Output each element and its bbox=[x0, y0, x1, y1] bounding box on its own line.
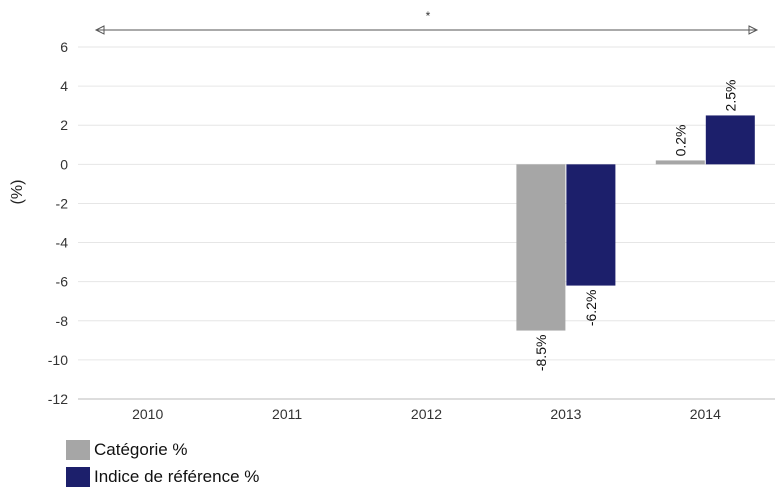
bar bbox=[705, 115, 755, 165]
x-tick-label: 2013 bbox=[550, 406, 581, 422]
y-tick-label: 4 bbox=[60, 78, 68, 94]
x-tick-label: 2012 bbox=[411, 406, 442, 422]
bar bbox=[566, 164, 616, 286]
y-axis-label: (%) bbox=[9, 180, 26, 205]
data-label: -8.5% bbox=[533, 335, 549, 372]
y-tick-label: -4 bbox=[56, 235, 69, 251]
y-tick-labels: 6 4 2 0 -2 -4 -6 -8 -10 -12 bbox=[48, 39, 68, 407]
legend-item-indice: Indice de référence % bbox=[66, 463, 259, 490]
span-annotation: * bbox=[426, 9, 431, 23]
legend-label-indice: Indice de référence % bbox=[94, 466, 260, 486]
x-tick-label: 2010 bbox=[132, 406, 163, 422]
y-tick-label: -8 bbox=[56, 313, 69, 329]
y-tick-label: 0 bbox=[60, 156, 68, 172]
legend-swatch-indice bbox=[66, 466, 90, 487]
y-tick-label: 6 bbox=[60, 39, 68, 55]
span-arrow bbox=[94, 25, 759, 35]
y-tick-label: 2 bbox=[60, 117, 68, 133]
legend-label-categorie: Catégorie % bbox=[94, 439, 188, 459]
legend: Catégorie % Indice de référence % bbox=[66, 436, 259, 490]
legend-item-categorie: Catégorie % bbox=[66, 436, 259, 463]
legend-swatch-categorie bbox=[66, 439, 90, 460]
y-tick-label: -2 bbox=[56, 195, 69, 211]
data-label: 2.5% bbox=[722, 80, 738, 112]
gridlines bbox=[78, 46, 775, 400]
y-tick-label: -6 bbox=[56, 274, 69, 290]
bar bbox=[516, 164, 566, 331]
data-label: 0.2% bbox=[672, 125, 688, 157]
y-tick-label: -12 bbox=[48, 391, 68, 407]
data-label: -6.2% bbox=[583, 290, 599, 327]
data-labels: -8.5% 0.2% -6.2% 2.5% bbox=[533, 80, 738, 372]
x-tick-label: 2014 bbox=[690, 406, 721, 422]
bars bbox=[516, 115, 755, 331]
x-tick-label: 2011 bbox=[272, 406, 302, 422]
bar bbox=[655, 160, 705, 165]
y-tick-label: -10 bbox=[48, 352, 68, 368]
x-tick-labels: 2010 2011 2012 2013 2014 bbox=[132, 406, 721, 422]
